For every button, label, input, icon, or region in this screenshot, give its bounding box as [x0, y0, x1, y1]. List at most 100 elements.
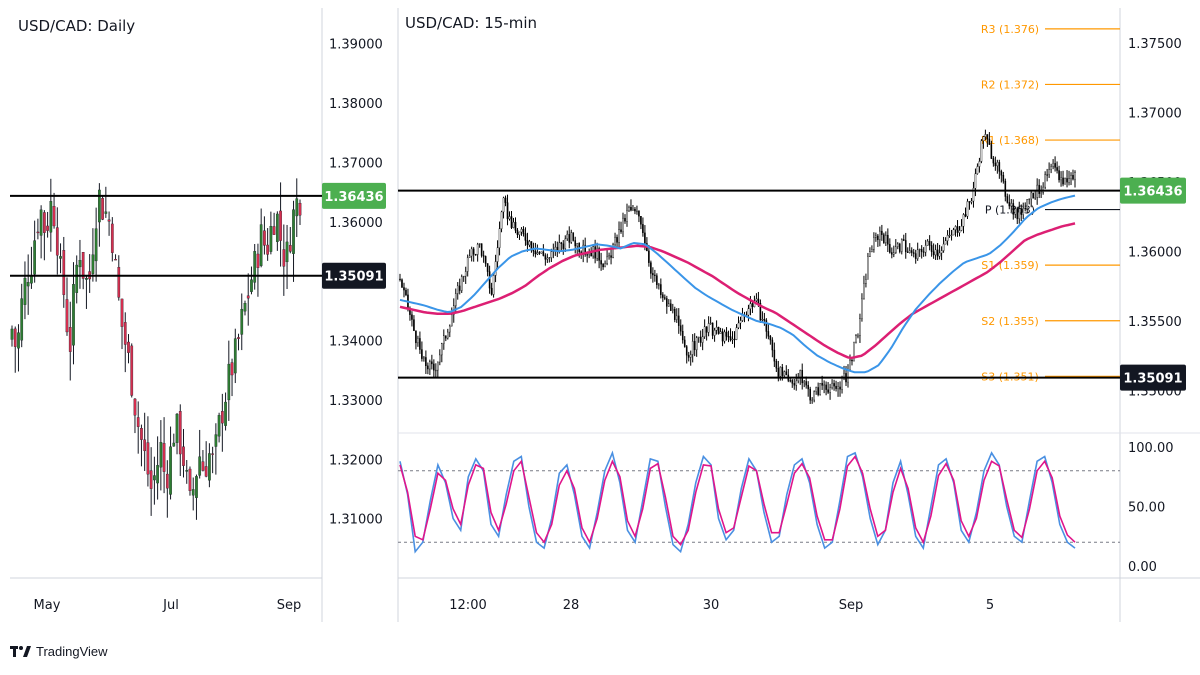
intraday-candle-body [439, 354, 441, 363]
intraday-candle-body [970, 200, 973, 203]
intraday-time-tick-label: 12:00 [449, 598, 486, 613]
intraday-candle-body [632, 208, 634, 211]
daily-candle-body [269, 226, 273, 252]
intraday-candle-body [514, 221, 517, 231]
intraday-candle-body [640, 216, 642, 225]
intraday-candle-body [859, 318, 861, 336]
intraday-candle-body [998, 162, 1001, 172]
intraday-candle-body [554, 246, 557, 251]
intraday-candle-body [833, 383, 835, 387]
intraday-candle-body [777, 367, 780, 377]
daily-candle-body [117, 267, 121, 298]
intraday-candle-body [767, 331, 770, 337]
daily-candle-body [127, 341, 130, 353]
oscillator-tick-label: 100.00 [1128, 441, 1174, 456]
daily-resistance-badge-bg [322, 182, 386, 209]
intraday-candle-body [916, 249, 919, 259]
intraday-candle-body [506, 202, 509, 220]
intraday-candle-body [689, 354, 692, 358]
stochastic-d-line [399, 454, 1076, 546]
intraday-candle-body [427, 365, 429, 370]
intraday-candle-body [805, 381, 807, 386]
intraday-candle-body [534, 250, 537, 255]
daily-candle-body [20, 298, 24, 341]
intraday-candle-body [1024, 207, 1027, 210]
daily-candle-body [263, 230, 266, 246]
intraday-candle-body [819, 383, 821, 395]
pivot-label: R1 (1.368) [981, 134, 1039, 147]
intraday-candle-body [462, 275, 465, 278]
intraday-candle-body [681, 331, 684, 341]
intraday-candle-body [962, 214, 965, 227]
oscillator-tick-label: 0.00 [1128, 560, 1157, 575]
intraday-candle-body [783, 371, 786, 376]
intraday-candle-body [877, 235, 879, 240]
daily-price-tick-label: 1.38000 [329, 97, 383, 112]
intraday-time-tick-label: 28 [563, 598, 580, 613]
tradingview-brand[interactable]: TradingView [10, 640, 108, 662]
intraday-candle-body [1050, 166, 1052, 170]
intraday-candle-body [873, 237, 875, 250]
intraday-candle-body [550, 251, 553, 258]
daily-candle-body [217, 415, 221, 437]
intraday-candle-body [656, 275, 658, 285]
daily-candle-body [110, 223, 114, 253]
daily-candle-body [237, 337, 240, 339]
intraday-candle-body [747, 308, 750, 316]
intraday-candle-body [755, 298, 758, 301]
intraday-candle-body [1028, 198, 1031, 201]
intraday-candle-body [841, 377, 843, 390]
intraday-candle-body [731, 338, 734, 341]
intraday-price-tick-label: 1.37500 [1128, 37, 1182, 52]
intraday-candle-body [401, 279, 403, 288]
intraday-candle-body [727, 336, 730, 338]
intraday-candle-body [984, 134, 987, 137]
daily-candle-body [114, 259, 117, 261]
intraday-candle-body [711, 322, 714, 336]
daily-candle-body [59, 256, 62, 259]
intraday-candle-body [1044, 174, 1046, 188]
intraday-candle-body [671, 308, 674, 311]
intraday-candle-body [972, 188, 975, 202]
intraday-candle-body [1020, 208, 1023, 215]
daily-candle-body [17, 332, 20, 349]
intraday-candle-body [980, 140, 983, 162]
intraday-candle-body [419, 338, 421, 350]
intraday-candle-body [474, 254, 477, 256]
daily-candle-body [123, 322, 127, 345]
intraday-candle-body [437, 361, 439, 371]
stochastic-k-line [399, 450, 1076, 554]
daily-candle-body [275, 213, 279, 242]
intraday-candle-body [538, 252, 541, 254]
intraday-candle-body [703, 326, 706, 337]
intraday-candle-body [1054, 163, 1056, 168]
intraday-candle-body [664, 297, 666, 299]
daily-candle-body [49, 201, 53, 233]
intraday-candle-body [803, 381, 806, 384]
intraday-candle-body [574, 240, 577, 247]
intraday-candle-body [1030, 192, 1032, 200]
intraday-candle-body [902, 239, 905, 241]
intraday-candle-body [920, 248, 923, 252]
intraday-candle-body [785, 371, 788, 376]
intraday-candle-body [773, 349, 776, 362]
daily-candle-body [10, 328, 14, 340]
intraday-candle-body [769, 336, 772, 341]
intraday-candle-body [721, 331, 724, 342]
intraday-resistance-badge-label: 1.36436 [1123, 185, 1182, 200]
intraday-candle-body [423, 357, 425, 359]
daily-candle-body [208, 453, 211, 481]
daily-candle-body [298, 202, 302, 216]
intraday-candle-body [799, 370, 802, 378]
intraday-candle-body [683, 339, 686, 347]
intraday-candle-body [839, 386, 841, 390]
intraday-candle-body [608, 255, 610, 258]
intraday-candle-body [693, 341, 696, 351]
intraday-candle-body [502, 197, 505, 213]
intraday-candle-body [719, 331, 722, 334]
intraday-candle-body [936, 249, 939, 257]
intraday-candle-body [1052, 163, 1054, 167]
daily-time-tick-label: Sep [277, 598, 302, 613]
intraday-candle-body [560, 242, 563, 245]
intraday-candle-body [417, 338, 419, 344]
